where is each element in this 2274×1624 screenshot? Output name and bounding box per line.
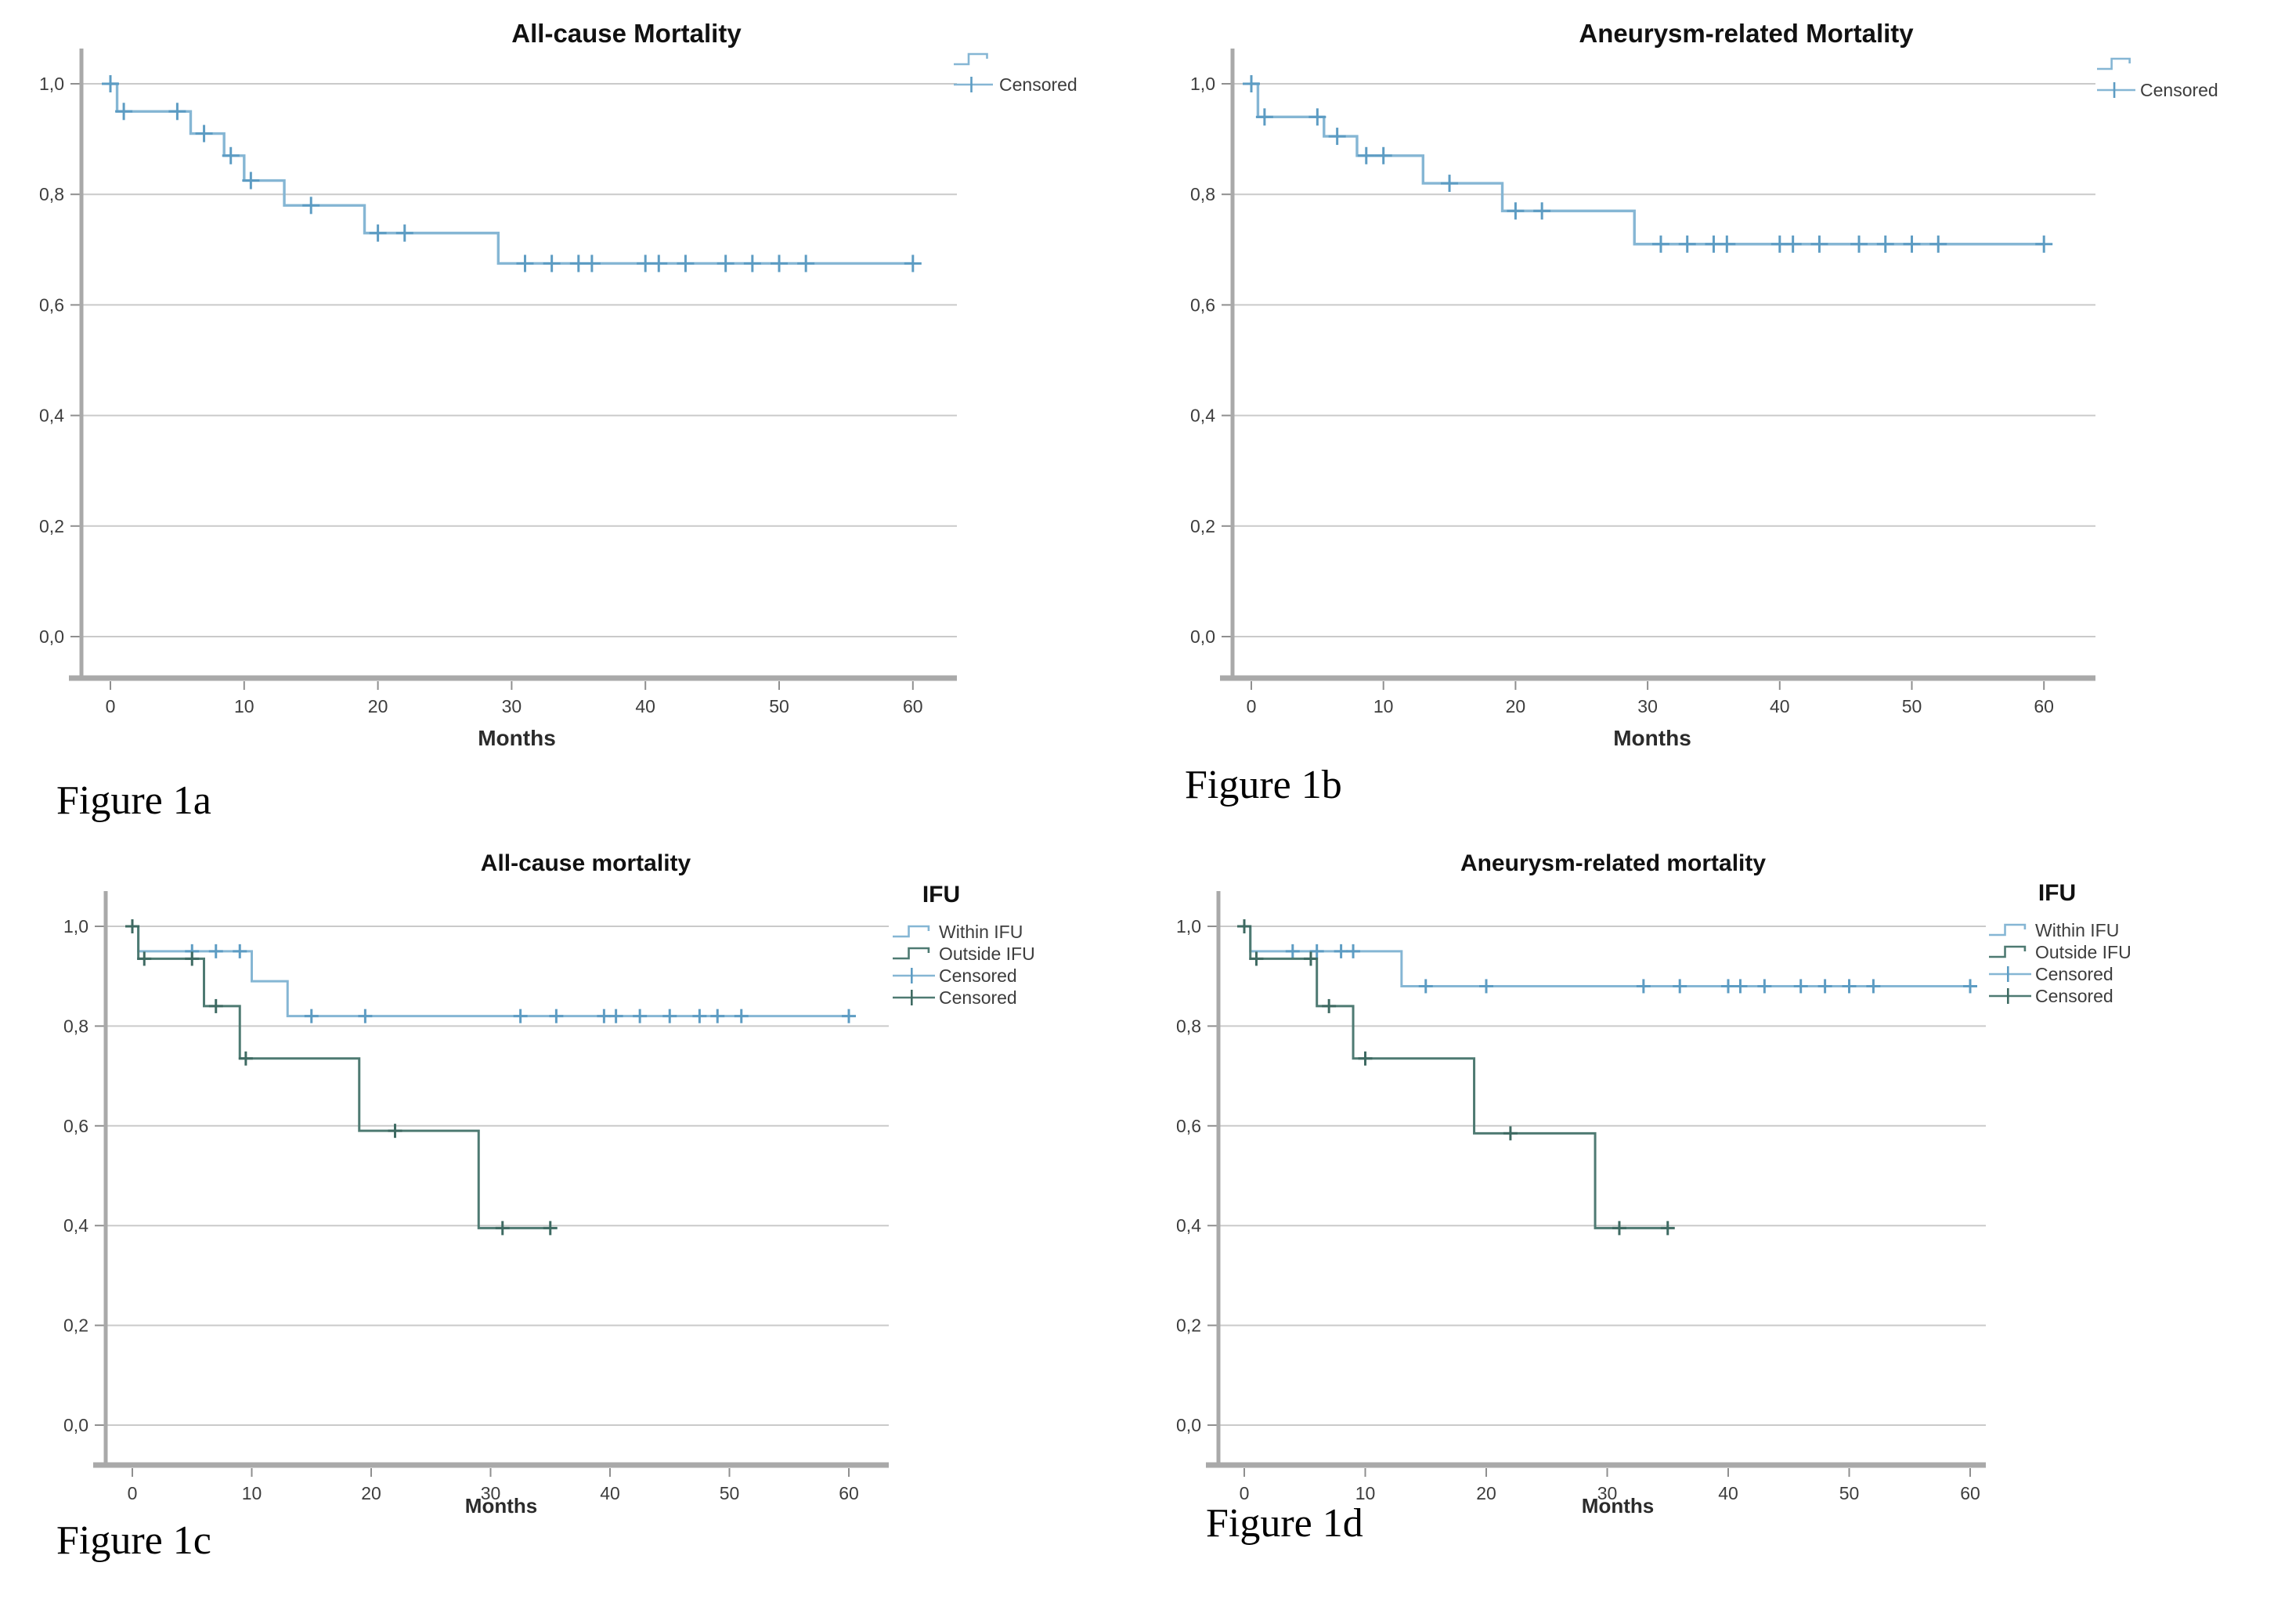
x-tick-label: 0 [128, 1483, 138, 1503]
y-tick-label: 1,0 [39, 74, 64, 94]
caption-figure-1a: Figure 1a [56, 778, 211, 823]
x-tick-label: 30 [481, 1483, 501, 1503]
legend-item-label: Censored [999, 74, 1077, 95]
legend-title: IFU [2038, 880, 2076, 906]
legend-item-label: Within IFU [939, 922, 1023, 942]
x-tick-label: 60 [903, 696, 923, 716]
y-tick-label: 0,2 [63, 1315, 88, 1336]
x-tick-label: 40 [600, 1483, 620, 1503]
panel-title: Aneurysm-related Mortality [1579, 19, 1914, 48]
panel-1c: 1,0 0,8 0,6 0,4 0,2 0,0 0 10 20 30 40 50 60 All-cause… [63, 850, 1035, 1518]
x-tick-label: 50 [769, 696, 789, 716]
y-tick-label: 0,8 [1190, 184, 1215, 204]
x-tick-label: 60 [839, 1483, 859, 1503]
x-tick-label: 0 [1247, 696, 1257, 716]
y-tick-label: 0,0 [63, 1415, 88, 1435]
y-tick-label: 0,2 [1190, 516, 1215, 536]
x-axis-label: Months [478, 726, 556, 750]
y-tick-label: 0,8 [39, 184, 64, 204]
x-tick-label: 50 [1839, 1483, 1860, 1503]
panel-1b: 1,0 0,8 0,6 0,4 0,2 0,0 0 10 20 30 40 50 60 Aneurysm-… [1190, 19, 2218, 750]
x-tick-label: 10 [242, 1483, 262, 1503]
x-tick-label: 60 [2034, 696, 2054, 716]
y-tick-label: 0,4 [1176, 1215, 1201, 1236]
step-line-icon [893, 925, 930, 938]
caption-figure-1b: Figure 1b [1185, 763, 1342, 807]
caption-figure-1c: Figure 1c [56, 1518, 211, 1563]
x-tick-label: 0 [106, 696, 116, 716]
x-axis-label: Months [1582, 1494, 1654, 1518]
y-tick-label: 0,0 [1176, 1415, 1201, 1435]
x-tick-label: 40 [635, 696, 655, 716]
y-tick-label: 0,6 [1176, 1116, 1201, 1136]
panel-1a: 1,0 0,8 0,6 0,4 0,2 0,0 0 10 20 30 40 50 60 All-cause… [39, 19, 1077, 750]
y-tick-label: 0,6 [1190, 294, 1215, 315]
x-tick-label: 40 [1770, 696, 1790, 716]
x-tick-label: 50 [1902, 696, 1922, 716]
x-axis-label: Months [1613, 726, 1691, 750]
step-line-icon [1989, 923, 2027, 937]
y-tick-label: 0,0 [39, 626, 64, 647]
step-line-icon [2097, 57, 2131, 70]
y-tick-label: 1,0 [63, 916, 88, 937]
x-tick-label: 20 [1476, 1483, 1496, 1503]
panel-1d: 1,0 0,8 0,6 0,4 0,2 0,0 0 10 20 30 40 50 60 Aneurysm-… [1176, 850, 2131, 1518]
legend-item-label: Outside IFU [939, 944, 1035, 964]
panel-title: Aneurysm-related mortality [1460, 850, 1766, 876]
x-tick-label: 40 [1718, 1483, 1738, 1503]
x-tick-label: 30 [502, 696, 522, 716]
legend-item-label: Outside IFU [2035, 942, 2131, 962]
step-line-icon [893, 947, 930, 960]
x-tick-label: 20 [368, 696, 388, 716]
legend-item-label: Censored [2140, 80, 2218, 100]
x-tick-label: 60 [1960, 1483, 1980, 1503]
y-tick-label: 0,6 [63, 1116, 88, 1136]
x-tick-label: 10 [234, 696, 254, 716]
legend-item-label: Censored [2035, 986, 2113, 1006]
x-tick-label: 0 [1240, 1483, 1250, 1503]
x-tick-label: 20 [1506, 696, 1526, 716]
legend-title: IFU [922, 882, 960, 908]
y-tick-label: 0,8 [63, 1016, 88, 1036]
step-line-icon [954, 52, 988, 66]
y-tick-label: 0,6 [39, 294, 64, 315]
y-tick-label: 0,2 [39, 516, 64, 536]
survival-curve [132, 925, 550, 1229]
survival-curve [1251, 82, 2045, 246]
caption-figure-1d: Figure 1d [1206, 1501, 1363, 1546]
legend-item-label: Censored [939, 987, 1017, 1008]
survival-curve [110, 82, 913, 265]
y-tick-label: 0,4 [1190, 406, 1215, 426]
legend-item-label: Within IFU [2035, 920, 2119, 940]
x-tick-label: 10 [1373, 696, 1394, 716]
x-tick-label: 30 [1597, 1483, 1618, 1503]
x-tick-label: 20 [361, 1483, 381, 1503]
step-line-icon [1989, 945, 2027, 958]
panel-title: All-cause mortality [481, 850, 691, 876]
legend-item-label: Censored [939, 965, 1017, 986]
x-tick-label: 10 [1355, 1483, 1376, 1503]
legend-item-label: Censored [2035, 964, 2113, 984]
x-axis-label: Months [465, 1494, 537, 1518]
y-tick-label: 1,0 [1190, 74, 1215, 94]
x-tick-label: 30 [1637, 696, 1658, 716]
y-tick-label: 0,2 [1176, 1315, 1201, 1336]
panel-title: All-cause Mortality [511, 19, 742, 48]
survival-curve [1244, 925, 1668, 1229]
survival-curve [132, 925, 849, 1018]
y-tick-label: 0,8 [1176, 1016, 1201, 1036]
y-tick-label: 0,4 [63, 1215, 88, 1236]
y-tick-label: 1,0 [1176, 916, 1201, 937]
x-tick-label: 50 [720, 1483, 740, 1503]
y-tick-label: 0,0 [1190, 626, 1215, 647]
y-tick-label: 0,4 [39, 406, 64, 426]
